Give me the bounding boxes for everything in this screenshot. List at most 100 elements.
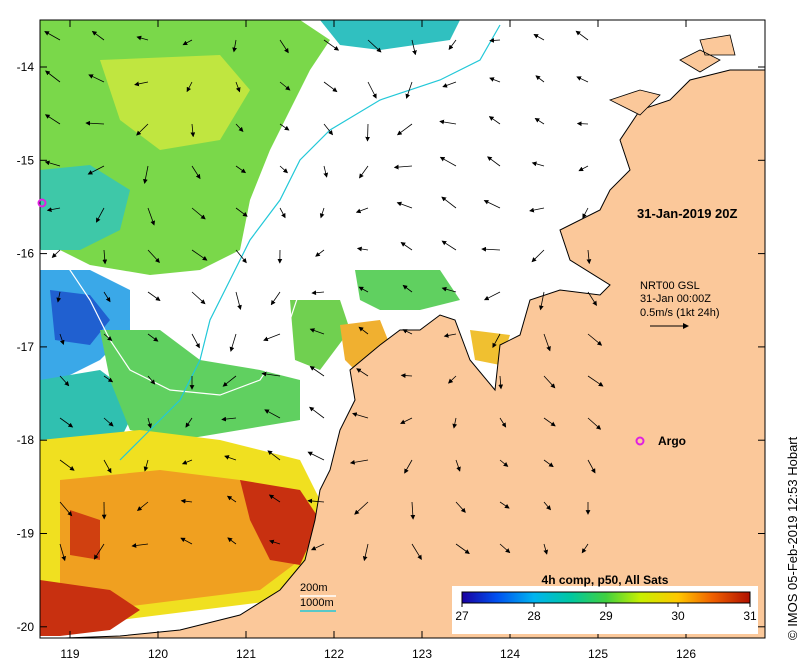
current-arrow bbox=[222, 375, 237, 387]
current-arrow bbox=[587, 375, 604, 387]
current-arrow bbox=[492, 333, 501, 349]
current-arrow bbox=[529, 207, 545, 213]
current-arrow bbox=[543, 333, 551, 352]
current-arrow bbox=[91, 30, 105, 41]
sst-field-red-west bbox=[70, 510, 100, 560]
current-arrow bbox=[411, 543, 422, 560]
current-arrow bbox=[499, 501, 510, 509]
current-arrow bbox=[226, 495, 237, 503]
current-arrow bbox=[263, 333, 281, 342]
current-arrow bbox=[309, 328, 325, 335]
current-arrow bbox=[499, 417, 507, 428]
current-arrow bbox=[531, 161, 545, 167]
current-arrow bbox=[191, 291, 206, 305]
current-arrow bbox=[362, 543, 369, 562]
map-frame bbox=[39, 19, 766, 639]
current-arrow bbox=[147, 207, 155, 226]
current-arrow bbox=[44, 160, 61, 167]
current-arrow bbox=[393, 164, 413, 170]
current-arrow bbox=[319, 207, 325, 219]
current-arrow bbox=[576, 121, 589, 127]
current-arrow bbox=[439, 156, 457, 167]
argo-float-marker-west bbox=[37, 198, 47, 208]
current-arrow bbox=[311, 290, 325, 296]
current-arrow bbox=[268, 494, 281, 503]
sst-field-orange bbox=[60, 470, 300, 610]
colorbar-title: 4h comp, p50, All Sats bbox=[542, 573, 669, 587]
current-arrow bbox=[587, 459, 596, 474]
current-arrow bbox=[404, 459, 413, 474]
current-arrow bbox=[136, 501, 149, 512]
sst-field-darkblue bbox=[50, 290, 110, 345]
current-arrow bbox=[402, 329, 413, 335]
lon-tick-label: 120 bbox=[148, 647, 168, 661]
lat-tick-label: -19 bbox=[17, 527, 35, 541]
current-arrow bbox=[227, 537, 237, 545]
current-arrow bbox=[538, 291, 545, 311]
colorbar-tick-label: 31 bbox=[743, 609, 757, 623]
current-arrow bbox=[131, 543, 149, 548]
current-arrow bbox=[323, 123, 334, 136]
current-arrow bbox=[443, 333, 457, 338]
current-arrow bbox=[543, 501, 552, 511]
current-arrow bbox=[59, 459, 75, 471]
current-arrow bbox=[323, 39, 340, 51]
current-arrow bbox=[147, 249, 160, 263]
current-arrow bbox=[279, 123, 290, 131]
current-arrow bbox=[455, 459, 461, 472]
latitude-axis: -14 -15 -16 -17 -18 -19 -20 bbox=[17, 60, 765, 634]
current-arrow bbox=[56, 291, 62, 303]
current-arrow bbox=[235, 81, 241, 93]
current-arrow bbox=[489, 77, 501, 83]
current-arrow bbox=[356, 246, 369, 252]
current-arrow bbox=[441, 196, 457, 209]
current-arrow bbox=[235, 165, 247, 174]
current-arrow bbox=[439, 119, 457, 125]
current-arrow bbox=[103, 459, 112, 474]
current-arrow bbox=[235, 123, 244, 132]
current-arrow bbox=[587, 333, 603, 346]
current-legend-scale: 0.5m/s (1kt 24h) bbox=[640, 307, 719, 319]
colorbar-tick-label: 28 bbox=[527, 609, 541, 623]
current-arrow bbox=[59, 501, 73, 517]
current-arrow bbox=[586, 249, 592, 265]
current-arrow bbox=[181, 459, 193, 465]
current-arrow bbox=[487, 156, 501, 167]
image-timestamp: 31-Jan-2019 20Z bbox=[637, 206, 738, 221]
current-arrow bbox=[229, 333, 237, 352]
current-arrow bbox=[180, 498, 193, 504]
current-arrow bbox=[533, 34, 545, 41]
current-arrow bbox=[587, 291, 597, 306]
sst-field-north-teal bbox=[320, 20, 460, 50]
current-arrow bbox=[136, 123, 149, 136]
isobath-1000m bbox=[119, 24, 501, 461]
lat-tick-label: -17 bbox=[17, 340, 35, 354]
current-arrow bbox=[396, 123, 413, 136]
current-arrow bbox=[191, 249, 208, 261]
lat-tick-label: -15 bbox=[17, 153, 35, 167]
current-arrow bbox=[315, 249, 325, 257]
current-arrow bbox=[59, 417, 74, 428]
current-arrow bbox=[499, 543, 511, 554]
current-arrow bbox=[441, 240, 457, 251]
lon-tick-label: 126 bbox=[676, 647, 696, 661]
current-arrow bbox=[44, 114, 61, 125]
current-arrow bbox=[279, 207, 286, 219]
current-arrow bbox=[147, 375, 156, 385]
current-arrow bbox=[543, 417, 556, 427]
lon-tick-label: 121 bbox=[236, 647, 256, 661]
current-legend-source: NRT00 GSL bbox=[640, 280, 700, 292]
current-arrow bbox=[136, 35, 149, 41]
current-arrow bbox=[279, 165, 288, 174]
current-arrow bbox=[483, 291, 501, 301]
current-arrow bbox=[235, 207, 248, 217]
current-arrow bbox=[587, 417, 602, 430]
current-arrow bbox=[261, 371, 281, 377]
land-mass bbox=[64, 20, 765, 638]
current-arrow bbox=[400, 373, 413, 378]
current-arrow bbox=[534, 117, 545, 125]
current-arrow bbox=[88, 74, 105, 83]
current-arrow bbox=[576, 76, 589, 83]
current-arrow bbox=[323, 165, 329, 178]
